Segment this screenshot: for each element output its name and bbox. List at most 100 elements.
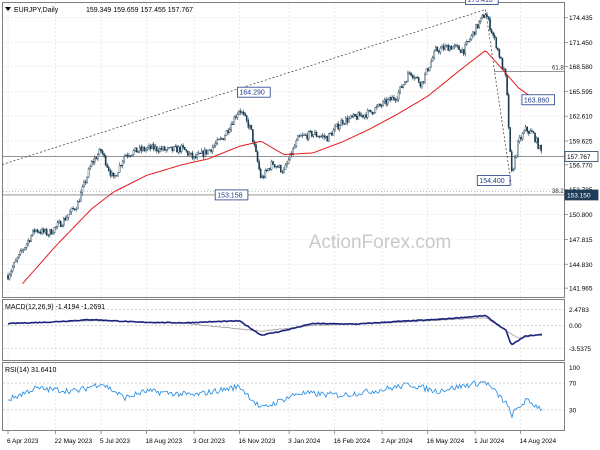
candle-body (90, 166, 91, 168)
candle-body (372, 112, 373, 114)
candle-body (465, 44, 466, 54)
candle-body (38, 232, 39, 233)
candle-body (471, 36, 472, 40)
candle-body (469, 39, 470, 41)
candle-body (262, 177, 263, 178)
candle-body (183, 145, 184, 147)
candle-body (224, 135, 225, 139)
candle-body (51, 230, 52, 235)
candle-body (449, 46, 450, 50)
candle-body (322, 136, 323, 137)
candle-body (491, 30, 492, 33)
candle-body (152, 144, 153, 148)
candle-body (417, 77, 418, 78)
candle-body (352, 116, 353, 117)
candle-body (460, 50, 461, 53)
candle-body (531, 131, 532, 132)
candle-body (21, 251, 22, 252)
candle-body (82, 187, 83, 193)
candle-body (176, 146, 177, 152)
candle-body (110, 171, 111, 176)
candle-body (338, 124, 339, 129)
candle-body (11, 271, 12, 275)
candle-body (271, 162, 272, 170)
candle-body (198, 153, 199, 154)
candle-body (282, 172, 283, 173)
candle-body (162, 147, 163, 150)
candle-body (201, 151, 202, 154)
candle-body (500, 57, 501, 58)
candle-body (150, 146, 151, 149)
x-tick-label: 3 Jan 2024 (288, 438, 321, 445)
candle-body (376, 106, 377, 107)
candle-body (347, 118, 348, 122)
candle-body (71, 208, 72, 212)
candle-body (457, 45, 458, 46)
candle-body (102, 151, 103, 154)
candle-body (396, 99, 397, 100)
candle-body (40, 232, 41, 233)
y-tick-label: 168.580 (569, 64, 593, 71)
candle-body (348, 118, 349, 122)
candle-body (173, 147, 174, 151)
candle-body (265, 170, 266, 177)
candle-body (100, 149, 101, 151)
candle-body (121, 165, 122, 166)
candle-body (97, 155, 98, 159)
candle-body (369, 110, 370, 111)
candle-body (9, 275, 10, 279)
candle-body (257, 152, 258, 162)
candle-body (539, 145, 540, 148)
y-tick-label: 156.770 (569, 162, 593, 169)
candle-body (286, 163, 287, 165)
candle-body (60, 221, 61, 226)
candle-body (477, 24, 478, 27)
candle-body (248, 120, 249, 127)
candle-body (494, 35, 495, 37)
candle-body (451, 46, 452, 49)
candle-body (111, 173, 112, 176)
candle-body (96, 158, 97, 159)
candle-body (107, 165, 108, 167)
candle-body (429, 67, 430, 71)
candle-body (324, 136, 325, 138)
candle-body (241, 112, 242, 113)
fib-label: 38.2 (552, 189, 564, 195)
candle-body (415, 77, 416, 78)
x-tick-label: 16 Nov 2023 (238, 438, 275, 445)
candle-body (31, 236, 32, 242)
fib-label: 61.8 (552, 65, 564, 71)
candle-body (223, 139, 224, 140)
candle-body (139, 147, 140, 151)
y-tick-label: 147.815 (569, 237, 593, 244)
candle-body (534, 133, 535, 142)
candle-body (276, 166, 277, 167)
candle-body (528, 131, 529, 133)
price-annotation-label: 154.400 (479, 178, 504, 185)
candle-body (426, 69, 427, 74)
candle-body (395, 99, 396, 100)
candle-body (80, 193, 81, 202)
candle-body (184, 147, 185, 150)
candle-body (131, 155, 132, 156)
candle-body (117, 172, 118, 176)
candle-body (228, 131, 229, 133)
x-tick-label: 14 Aug 2024 (520, 438, 557, 445)
candle-body (454, 46, 455, 47)
candle-body (462, 49, 463, 52)
rsi-tick-label: 30 (569, 407, 577, 414)
candle-body (517, 141, 518, 155)
pane-header: EURJPY,Daily 159.349 159.659 157.455 157… (5, 7, 193, 14)
candle-body (443, 46, 444, 49)
y-tick-label: 141.965 (569, 286, 593, 293)
candle-body (468, 41, 469, 42)
candle-body (119, 165, 120, 172)
candle-body (446, 45, 447, 46)
candle-body (37, 230, 38, 232)
candle-body (49, 230, 50, 235)
candle-body (34, 230, 35, 232)
candle-body (285, 165, 286, 169)
candle-body (303, 135, 304, 136)
candle-body (249, 125, 250, 127)
